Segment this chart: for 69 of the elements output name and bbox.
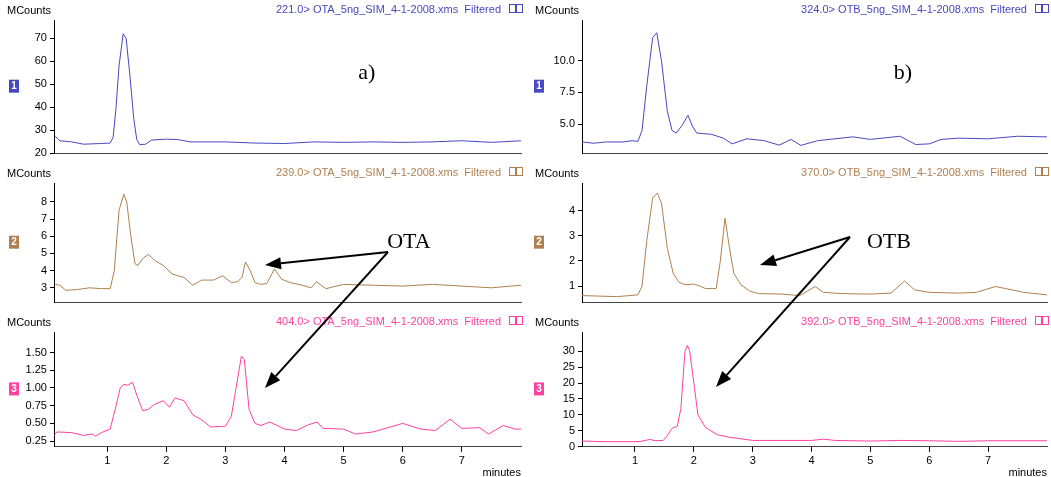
text: 239.0> OTA_5ng_SIM_4-1-2008.xms Filtered: [275, 166, 501, 179]
text: 2: [11, 236, 18, 248]
x-axis-title: minutes: [1008, 466, 1048, 477]
y-tick-label: 20: [562, 376, 575, 389]
y-tick-label: 6: [40, 229, 47, 242]
y-axis-title: MCounts: [534, 167, 580, 180]
x-axis-title: minutes: [482, 466, 522, 477]
y-tick-label: 30: [34, 123, 47, 136]
x-tick-label: 4: [281, 454, 288, 467]
y-tick-label: 0: [568, 439, 575, 452]
text: 370.0> OTB_5ng_SIM_4-1-2008.xms Filtered: [801, 166, 1027, 179]
y-tick-label: 0.50: [25, 416, 47, 429]
y-tick-label: 5: [40, 246, 47, 259]
y-axis-title: MCounts: [6, 167, 52, 180]
text: 324.0> OTB_5ng_SIM_4-1-2008.xms Filtered: [801, 3, 1027, 16]
annotation: b): [893, 59, 913, 85]
y-tick-label: 50: [34, 77, 47, 90]
text: 1: [536, 80, 543, 92]
y-tick-label: 1: [568, 279, 575, 292]
y-tick-label: 10.0: [553, 53, 575, 66]
y-tick-label: 1.50: [25, 345, 47, 358]
x-tick-label: 2: [163, 454, 170, 467]
text: 221.0> OTA_5ng_SIM_4-1-2008.xms Filtered: [275, 3, 501, 16]
y-axis-title: MCounts: [534, 316, 580, 329]
x-tick-label: 4: [808, 454, 815, 467]
y-tick-label: 4: [568, 203, 575, 216]
y-axis-title: MCounts: [534, 4, 580, 17]
y-tick-label: 2: [568, 253, 575, 266]
y-tick-label: 30: [562, 344, 575, 357]
x-tick-label: 7: [458, 454, 465, 467]
text: 3: [11, 383, 18, 395]
x-tick-label: 3: [749, 454, 756, 467]
y-tick-label: 60: [34, 54, 47, 67]
y-tick-label: 15: [562, 392, 575, 404]
x-tick-label: 5: [867, 454, 874, 467]
y-tick-label: 40: [34, 100, 47, 113]
annotation: OTB: [866, 228, 911, 254]
y-tick-label: 4: [40, 263, 47, 276]
y-tick-label: 8: [40, 194, 47, 207]
annotation: a): [358, 59, 376, 85]
y-tick-label: 0.25: [25, 434, 47, 447]
text: 1: [11, 80, 18, 92]
y-tick-label: 70: [34, 31, 47, 44]
x-tick-label: 7: [985, 454, 992, 467]
x-tick-label: 2: [690, 454, 697, 467]
y-axis-title: MCounts: [6, 316, 52, 329]
y-tick-label: 1.25: [25, 363, 47, 376]
x-tick-label: 1: [104, 454, 111, 467]
y-tick-label: 1.00: [25, 381, 47, 394]
x-tick-label: 5: [340, 454, 347, 467]
annotation: OTA: [387, 228, 431, 254]
text: 2: [536, 236, 543, 248]
y-tick-label: 0.75: [25, 398, 47, 411]
y-tick-label: 5.0: [559, 117, 575, 130]
y-tick-label: 20: [34, 146, 47, 159]
y-tick-label: 3: [568, 228, 575, 241]
y-tick-label: 5: [568, 423, 575, 436]
y-tick-label: 7: [40, 212, 47, 225]
y-tick-label: 10: [562, 407, 575, 420]
x-tick-label: 3: [222, 454, 229, 467]
y-axis-title: MCounts: [6, 4, 52, 17]
y-tick-label: 25: [562, 360, 575, 373]
y-tick-label: 7.5: [559, 85, 575, 98]
text: 3: [536, 383, 543, 395]
x-tick-label: 1: [631, 454, 639, 467]
x-tick-label: 6: [399, 454, 406, 467]
text: 392.0> OTB_5ng_SIM_4-1-2008.xms Filtered: [801, 315, 1027, 328]
y-tick-label: 3: [40, 280, 47, 293]
x-tick-label: 6: [926, 454, 933, 467]
